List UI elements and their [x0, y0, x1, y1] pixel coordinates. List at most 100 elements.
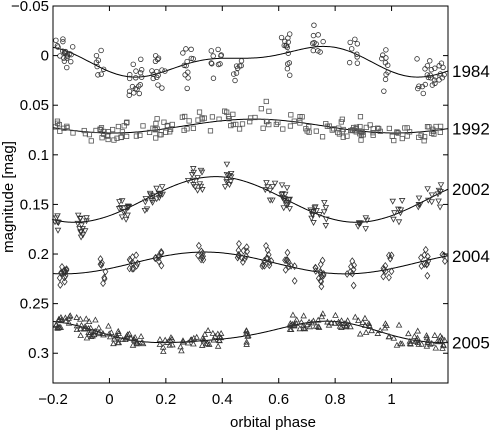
point-1992	[429, 130, 435, 137]
point-1984	[278, 34, 285, 41]
point-2005	[95, 329, 103, 336]
point-2002	[77, 234, 85, 241]
point-1992	[70, 130, 76, 136]
point-2005	[193, 333, 200, 340]
point-1984	[98, 71, 104, 77]
point-1992	[164, 122, 171, 129]
point-2004	[156, 257, 162, 266]
point-2005	[347, 323, 354, 330]
point-1984	[60, 36, 66, 42]
point-2002	[147, 192, 154, 199]
point-2002	[424, 186, 431, 193]
point-2004	[134, 259, 141, 268]
point-1984	[155, 56, 161, 63]
point-2005	[356, 330, 364, 337]
point-2002	[316, 212, 323, 219]
point-2004	[442, 257, 448, 265]
point-1984	[60, 48, 66, 54]
point-1984	[162, 68, 168, 74]
point-2004	[424, 271, 431, 280]
point-2002	[284, 202, 291, 209]
point-2002	[263, 180, 270, 187]
point-2004	[199, 249, 206, 257]
point-1992	[339, 116, 345, 122]
point-2004	[261, 261, 268, 270]
point-1992	[186, 118, 192, 124]
point-1984	[188, 46, 194, 53]
point-2002	[435, 198, 442, 205]
point-1984	[184, 85, 190, 92]
point-2005	[83, 334, 91, 341]
point-2005	[395, 321, 403, 328]
point-2005	[179, 338, 187, 345]
point-2005	[54, 324, 61, 331]
point-2005	[324, 318, 331, 325]
point-1984	[215, 46, 221, 53]
point-2005	[214, 330, 222, 337]
point-1992	[167, 129, 173, 135]
point-1992	[389, 133, 395, 139]
point-1984	[383, 47, 389, 53]
point-1984	[238, 62, 244, 69]
point-1984	[150, 75, 156, 82]
point-1984	[183, 46, 189, 52]
point-2002	[425, 197, 432, 204]
point-2005	[300, 312, 307, 319]
point-2004	[99, 259, 105, 267]
point-2004	[350, 281, 357, 290]
point-2002	[390, 216, 397, 223]
point-1992	[407, 129, 413, 135]
point-2005	[161, 336, 169, 343]
point-1984	[315, 32, 321, 38]
point-2005	[300, 321, 307, 328]
point-2002	[280, 205, 287, 212]
point-2005	[85, 318, 93, 325]
point-1984	[98, 47, 104, 54]
point-2005	[209, 329, 217, 336]
point-1984	[135, 83, 142, 89]
point-2002	[55, 219, 62, 226]
point-2005	[431, 331, 439, 338]
point-2002	[116, 199, 123, 206]
point-2004	[421, 251, 428, 259]
point-2002	[323, 216, 330, 223]
point-2005	[122, 336, 129, 342]
point-2004	[195, 251, 201, 260]
point-1984	[414, 56, 420, 62]
point-1992	[153, 135, 159, 141]
point-2002	[79, 232, 87, 239]
point-2002	[415, 195, 423, 202]
point-1992	[105, 136, 111, 143]
point-2002	[146, 190, 154, 197]
point-2005	[331, 319, 338, 326]
point-2002	[149, 193, 157, 200]
point-1992	[152, 126, 158, 132]
y-tick-label: 0.2	[28, 246, 49, 263]
point-2005	[426, 340, 434, 347]
point-1984	[235, 65, 241, 71]
point-1984	[441, 72, 447, 78]
point-1992	[140, 123, 146, 129]
point-2002	[81, 228, 89, 235]
point-1992	[239, 121, 246, 127]
point-2005	[127, 334, 135, 341]
point-2005	[287, 322, 294, 329]
point-2005	[342, 319, 350, 326]
point-2005	[190, 340, 197, 347]
point-1992	[367, 122, 373, 128]
point-1984	[232, 77, 238, 84]
point-1992	[313, 128, 319, 134]
point-1984	[230, 71, 237, 77]
point-2005	[139, 340, 147, 347]
fit-curve-1984	[52, 45, 449, 78]
point-2005	[159, 343, 167, 350]
point-2005	[338, 324, 345, 330]
point-2005	[306, 323, 314, 330]
point-1984	[438, 60, 445, 66]
point-2005	[343, 321, 350, 328]
point-2004	[152, 254, 159, 263]
point-1984	[159, 67, 165, 73]
point-1984	[61, 58, 68, 64]
point-1984	[55, 44, 61, 50]
point-2004	[239, 258, 246, 266]
